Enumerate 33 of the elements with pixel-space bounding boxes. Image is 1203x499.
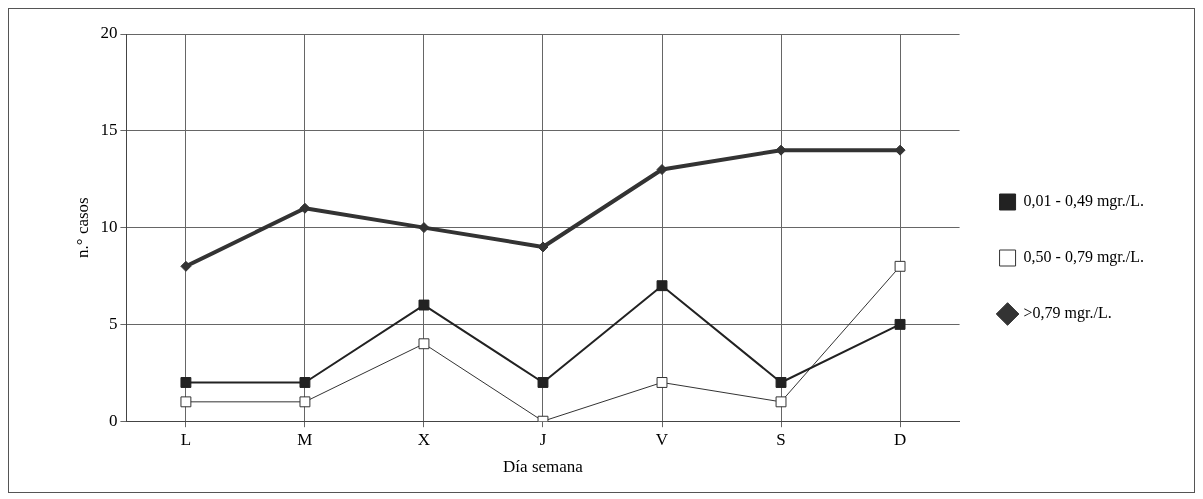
y-tick-label: 10 (100, 217, 118, 237)
point (894, 318, 906, 330)
point (418, 299, 430, 311)
y-tick-label: 0 (108, 410, 118, 430)
point (775, 377, 787, 388)
legend-label: 0,01 - 0,49 mgr./L. (1023, 192, 1144, 211)
y-tick-label: 15 (100, 120, 118, 140)
point (656, 280, 668, 292)
legend-label: 0,50 - 0,79 mgr./L. (1023, 248, 1144, 267)
point (418, 338, 430, 350)
point (180, 377, 192, 388)
y-axis-title: n.° casos (72, 197, 92, 258)
point (656, 377, 668, 388)
point (656, 164, 668, 176)
point (180, 260, 192, 272)
y-tick-label: 20 (100, 23, 118, 43)
point (299, 396, 311, 408)
x-tick-label: S (776, 429, 786, 449)
x-tick-label: L (180, 429, 192, 449)
legend-label: >0,79 mgr./L. (1023, 304, 1112, 323)
point (299, 377, 311, 388)
y-tick-label: 5 (108, 313, 118, 333)
x-tick-label: M (297, 429, 313, 449)
x-tick-label: V (655, 429, 669, 449)
x-tick-label: X (417, 429, 431, 449)
point (180, 396, 192, 408)
x-axis-title: Día semana (503, 457, 584, 477)
point (418, 222, 430, 234)
point (894, 260, 906, 272)
point (537, 377, 549, 388)
point (775, 396, 787, 408)
x-tick-label: D (893, 429, 907, 449)
x-tick-label: J (539, 429, 547, 449)
